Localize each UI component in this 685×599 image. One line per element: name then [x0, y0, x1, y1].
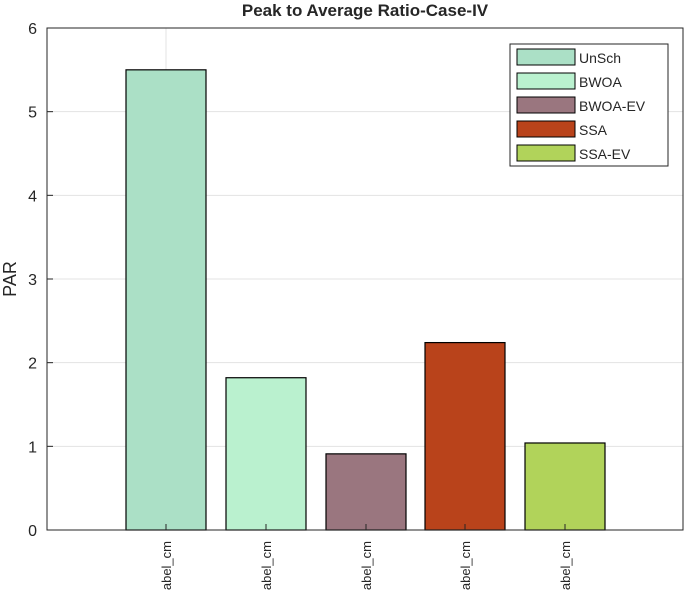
x-axis-ticks: abel_cm abel_cm abel_cm abel_cm abel_cm [159, 524, 573, 590]
legend-swatch-ssa-ev [516, 144, 576, 162]
legend-label-bwoa-ev: BWOA-EV [579, 98, 646, 114]
legend-swatch-unsch [516, 48, 576, 66]
bar-unsch [125, 69, 207, 531]
legend-label-ssa: SSA [579, 122, 608, 138]
legend-label-ssa-ev: SSA-EV [579, 146, 631, 162]
y-tick-label: 3 [28, 272, 37, 289]
bar-ssa [424, 341, 506, 531]
y-tick-label: 5 [28, 105, 37, 122]
y-tick-label: 4 [28, 188, 37, 205]
x-tick-label: abel_cm [159, 541, 174, 590]
x-tick-label: abel_cm [259, 541, 274, 590]
legend-swatch-bwoa [516, 72, 576, 90]
y-axis-ticks: 0 1 2 3 4 5 6 [28, 21, 53, 540]
y-axis-label: PAR [0, 261, 20, 297]
legend-label-bwoa: BWOA [579, 74, 622, 90]
legend-swatch-bwoa-ev [516, 96, 576, 114]
x-tick-label: abel_cm [359, 541, 374, 590]
y-tick-label: 2 [28, 356, 37, 373]
y-tick-label: 1 [28, 439, 37, 456]
bar-bwoa [225, 377, 307, 531]
x-tick-label: abel_cm [558, 541, 573, 590]
bar-ssa-ev [524, 442, 606, 531]
y-tick-label: 6 [28, 21, 37, 38]
legend-swatch-ssa [516, 120, 576, 138]
chart-title: Peak to Average Ratio-Case-IV [242, 1, 489, 20]
bars [125, 69, 606, 531]
legend-label-unsch: UnSch [579, 50, 621, 66]
x-tick-label: abel_cm [458, 541, 473, 590]
bar-bwoa-ev [325, 453, 407, 531]
legend: UnSch BWOA BWOA-EV SSA SSA-EV [509, 43, 669, 167]
y-tick-label: 0 [28, 523, 37, 540]
